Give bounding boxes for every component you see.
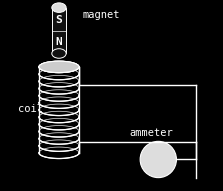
Circle shape — [140, 141, 176, 178]
Polygon shape — [52, 8, 66, 53]
Text: S: S — [56, 15, 62, 25]
Ellipse shape — [52, 49, 66, 58]
Ellipse shape — [39, 61, 79, 73]
Text: magnet: magnet — [83, 10, 120, 20]
Text: coil: coil — [18, 104, 43, 114]
Ellipse shape — [52, 3, 66, 12]
Text: ammeter: ammeter — [130, 128, 173, 138]
Text: N: N — [56, 37, 62, 48]
Ellipse shape — [39, 61, 79, 73]
Polygon shape — [39, 67, 79, 153]
